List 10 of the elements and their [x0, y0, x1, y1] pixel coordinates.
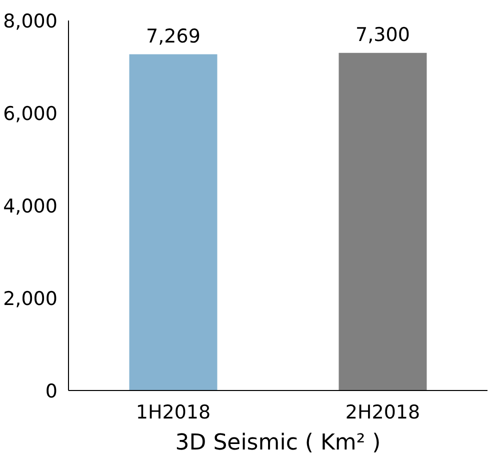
x-axis-title: 3D Seismic ( Km² ) — [175, 430, 381, 456]
x-tick-label: 2H2018 — [345, 402, 420, 424]
y-tick-label: 8,000 — [3, 10, 58, 32]
y-tick-label: 6,000 — [3, 103, 58, 125]
data-label: 7,269 — [146, 25, 200, 48]
y-tick-label: 4,000 — [3, 196, 58, 218]
y-tick-label: 0 — [45, 380, 58, 402]
data-label: 7,300 — [356, 24, 410, 46]
y-tick-label: 2,000 — [3, 288, 58, 310]
x-tick-label: 1H2018 — [136, 402, 211, 424]
